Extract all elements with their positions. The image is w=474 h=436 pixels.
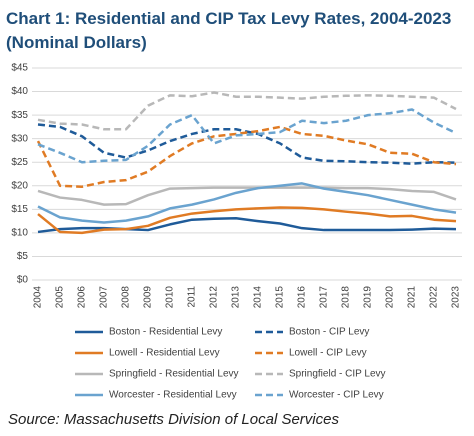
y-tick-label: $25 (11, 157, 28, 168)
x-tick-label: 2014 (253, 286, 264, 309)
chart-title: Chart 1: Residential and CIP Tax Levy Ra… (6, 9, 451, 28)
x-tick-label: 2022 (429, 286, 440, 309)
y-tick-label: $30 (11, 133, 28, 144)
x-tick-label: 2012 (209, 286, 220, 309)
x-tick-label: 2004 (33, 286, 44, 309)
y-tick-label: $15 (11, 204, 28, 215)
x-tick-label: 2007 (99, 286, 110, 309)
series-line (37, 91, 457, 131)
legend-label: Boston - CIP Levy (289, 327, 369, 338)
x-tick-label: 2010 (165, 286, 176, 309)
y-tick-label: $10 (11, 228, 28, 239)
x-tick-label: 2008 (121, 286, 132, 309)
x-tick-label: 2017 (319, 286, 330, 309)
legend-label: Lowell - Residential Levy (109, 348, 220, 359)
x-tick-label: 2023 (451, 286, 462, 309)
x-tick-label: 2006 (77, 286, 88, 309)
x-tick-label: 2009 (143, 286, 154, 309)
series-line (37, 182, 457, 224)
x-tick-label: 2019 (363, 286, 374, 309)
legend-label: Springfield - Residential Levy (109, 369, 239, 380)
series-line (37, 123, 457, 165)
legend-label: Worcester - CIP Levy (289, 390, 384, 401)
x-tick-label: 2020 (385, 286, 396, 309)
legend-label: Worcester - Residential Levy (109, 390, 237, 401)
x-tick-label: 2021 (407, 286, 418, 309)
x-tick-label: 2018 (341, 286, 352, 309)
series-line (37, 108, 457, 164)
legend-label: Lowell - CIP Levy (289, 348, 367, 359)
legend-label: Springfield - CIP Levy (289, 369, 386, 380)
series-line (37, 206, 457, 235)
y-tick-label: $5 (17, 251, 29, 262)
x-tick-label: 2015 (275, 286, 286, 309)
series-line (37, 186, 457, 206)
y-tick-label: $0 (17, 275, 29, 286)
y-tick-label: $20 (11, 180, 28, 191)
legend-label: Boston - Residential Levy (109, 327, 222, 338)
y-tick-label: $45 (11, 63, 28, 74)
x-tick-label: 2005 (55, 286, 66, 309)
source-note: Source: Massachusetts Division of Local … (8, 411, 339, 428)
x-tick-label: 2016 (297, 286, 308, 309)
chart-subtitle: (Nominal Dollars) (6, 33, 147, 52)
x-tick-label: 2013 (231, 286, 242, 309)
y-tick-label: $35 (11, 110, 28, 121)
x-tick-label: 2011 (187, 286, 198, 308)
series-line (36, 125, 457, 188)
y-tick-label: $40 (11, 86, 28, 97)
